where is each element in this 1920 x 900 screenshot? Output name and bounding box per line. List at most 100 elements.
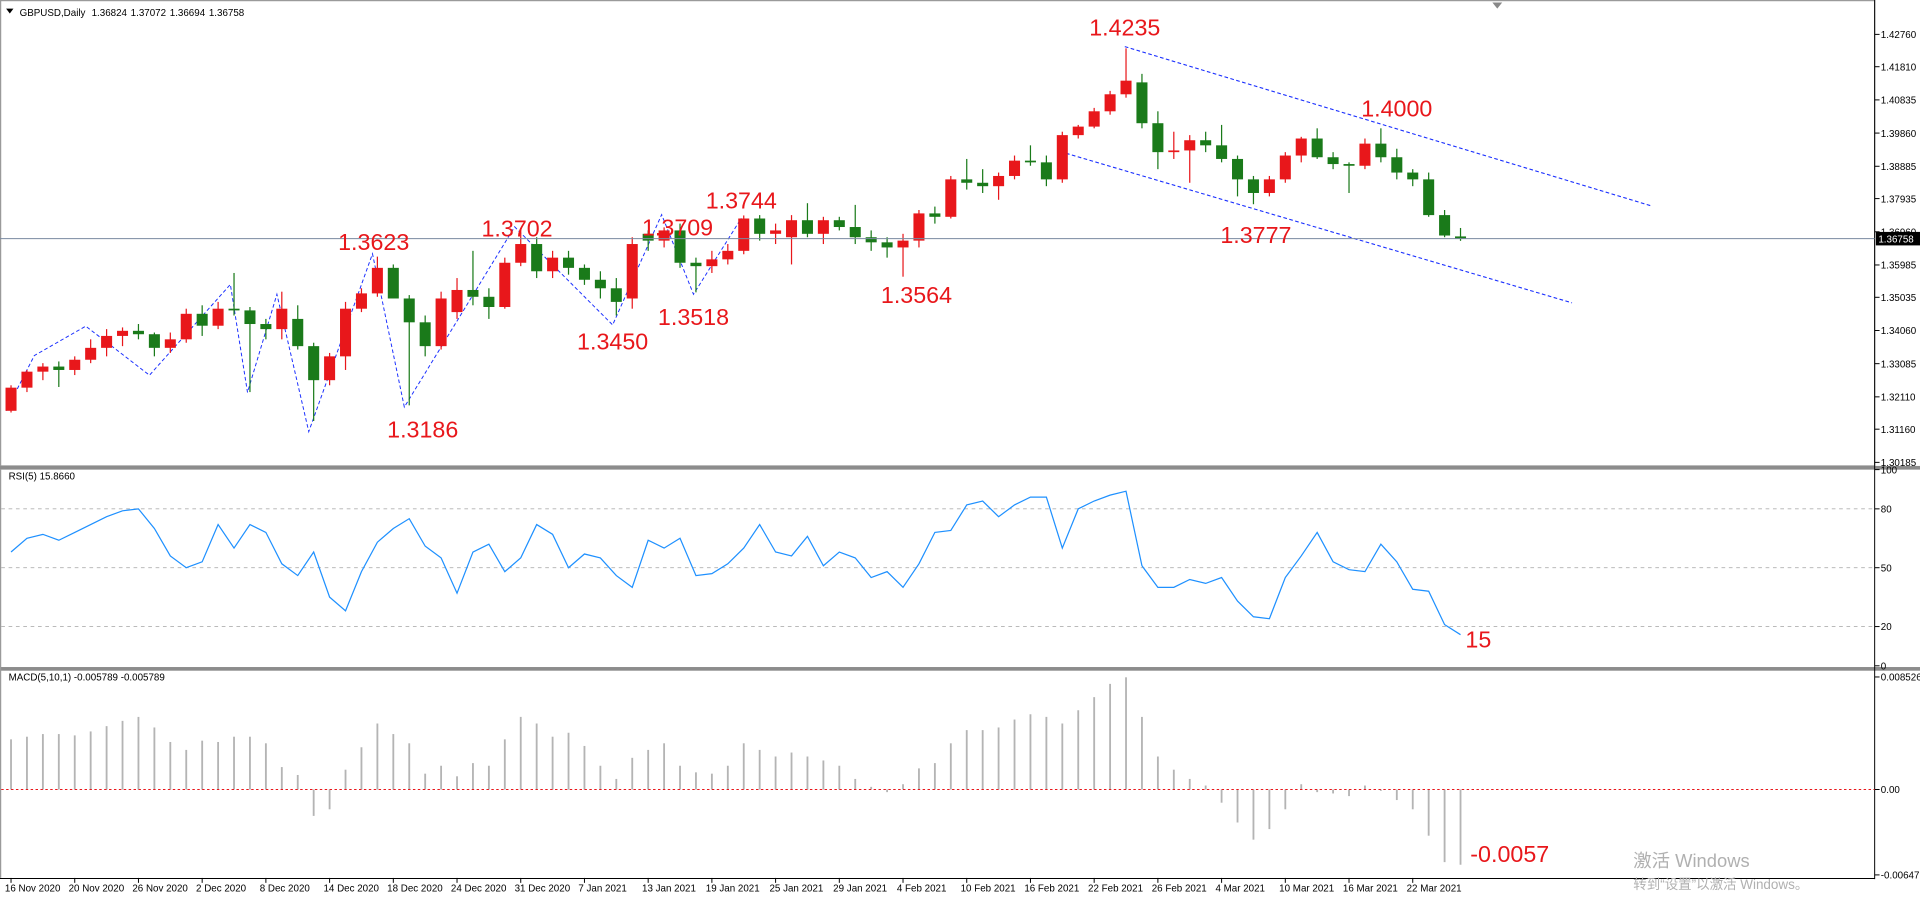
x-tick-label: 26 Nov 2020 <box>132 883 188 894</box>
candle-body <box>164 339 176 348</box>
candle-body <box>53 366 65 370</box>
y-tick-label: 1.31160 <box>1881 425 1916 436</box>
price-annotation: 1.3777 <box>1220 222 1291 248</box>
candle-body <box>355 293 367 309</box>
y-tick-label: 1.39860 <box>1881 129 1917 140</box>
candle-body <box>610 288 622 302</box>
price-annotation: 1.3702 <box>481 216 552 242</box>
price-annotation: 1.4235 <box>1089 15 1160 41</box>
y-tick-label: 1.37935 <box>1881 194 1917 205</box>
y-tick-label: 50 <box>1881 563 1892 574</box>
candle-body <box>1168 150 1180 153</box>
candle-body <box>1056 135 1068 180</box>
y-tick-label: 1.30185 <box>1881 458 1917 469</box>
candle-body <box>1311 138 1323 158</box>
rsi-annotation: 15 <box>1465 626 1491 652</box>
scroll-marker <box>1492 2 1503 9</box>
candle-body <box>913 213 925 241</box>
y-tick-label: 1.32110 <box>1881 393 1916 404</box>
candle-body <box>578 267 590 280</box>
candle-body <box>1439 215 1451 236</box>
price-annotation: 1.3564 <box>881 282 952 308</box>
candle-body <box>786 220 798 238</box>
candle-body <box>1152 123 1164 153</box>
candle-body <box>1343 164 1355 166</box>
candle-body <box>642 233 654 241</box>
y-tick-label: 1.35985 <box>1881 261 1917 272</box>
x-tick-label: 7 Jan 2021 <box>578 883 626 894</box>
x-tick-label: 19 Jan 2021 <box>706 883 760 894</box>
x-tick-label: 20 Nov 2020 <box>69 883 125 894</box>
high-value: 1.37072 <box>131 8 166 19</box>
x-tick-label: 24 Dec 2020 <box>451 883 507 894</box>
y-tick-label: 20 <box>1881 622 1892 633</box>
candle-body <box>563 257 575 268</box>
y-tick-label: 1.35035 <box>1881 293 1917 304</box>
candle-body <box>324 356 336 381</box>
symbol: GBPUSD,Daily <box>20 8 86 19</box>
candle-body <box>292 318 304 347</box>
candle-body <box>1407 172 1419 180</box>
candle-body <box>690 262 702 267</box>
price-annotation: 1.3744 <box>706 187 777 213</box>
x-tick-label: 16 Mar 2021 <box>1343 883 1398 894</box>
candle-body <box>961 179 973 183</box>
candle-body <box>1120 80 1132 95</box>
candle-body <box>69 359 81 370</box>
x-tick-label: 16 Feb 2021 <box>1024 883 1079 894</box>
candle-body <box>722 250 734 260</box>
candle-body <box>706 259 718 267</box>
price-annotation: 1.3450 <box>577 328 648 354</box>
macd-title: MACD(5,10,1) -0.005789 -0.005789 <box>9 673 165 684</box>
candle-body <box>180 313 192 340</box>
y-tick-label: 1.40835 <box>1881 96 1917 107</box>
candle-body <box>1455 236 1467 239</box>
x-tick-label: 31 Dec 2020 <box>515 883 571 894</box>
candle-body <box>467 289 479 297</box>
candle-body <box>817 220 829 234</box>
x-tick-label: 29 Jan 2021 <box>833 883 887 894</box>
candle-body <box>1184 140 1196 151</box>
candle-body <box>1072 126 1084 136</box>
candle-body <box>594 279 606 289</box>
candle-body <box>770 230 782 234</box>
candle-body <box>1232 158 1244 180</box>
candle-body <box>1247 179 1259 193</box>
current-price-label: 1.36758 <box>1878 234 1914 245</box>
candle-body <box>1279 155 1291 180</box>
candle-body <box>531 244 543 272</box>
candle-body <box>881 242 893 248</box>
rsi-line <box>10 490 1461 636</box>
candle-body <box>5 387 17 411</box>
candle-body <box>308 346 320 381</box>
candle-body <box>1327 157 1339 165</box>
candle-body <box>1359 143 1371 166</box>
candle-body <box>833 220 845 228</box>
candle-body <box>101 335 113 348</box>
x-tick-label: 4 Mar 2021 <box>1215 883 1265 894</box>
x-tick-label: 2 Dec 2020 <box>196 883 247 894</box>
menu-arrow <box>6 8 14 14</box>
y-tick-label: 1.41810 <box>1881 62 1917 73</box>
y-tick-label: 0.00 <box>1881 785 1901 796</box>
candle-body <box>849 227 861 238</box>
candle-body <box>419 322 431 347</box>
candle-body <box>1423 179 1435 216</box>
candle-body <box>244 310 256 325</box>
y-tick-label: 0.008526 <box>1881 673 1920 684</box>
candle-body <box>37 366 49 372</box>
candle-body <box>977 182 989 187</box>
candle-body <box>547 257 559 272</box>
y-tick-label: 1.38885 <box>1881 162 1917 173</box>
candle-body <box>1024 160 1036 163</box>
x-tick-label: 16 Nov 2020 <box>5 883 61 894</box>
candle-body <box>387 267 399 299</box>
candle-body <box>132 330 144 335</box>
price-annotation: 1.3623 <box>338 229 409 255</box>
candle-body <box>897 240 909 248</box>
candle-body <box>1104 94 1116 112</box>
panel-separator <box>0 667 1920 671</box>
x-tick-label: 8 Dec 2020 <box>260 883 311 894</box>
candle-body <box>212 308 224 326</box>
